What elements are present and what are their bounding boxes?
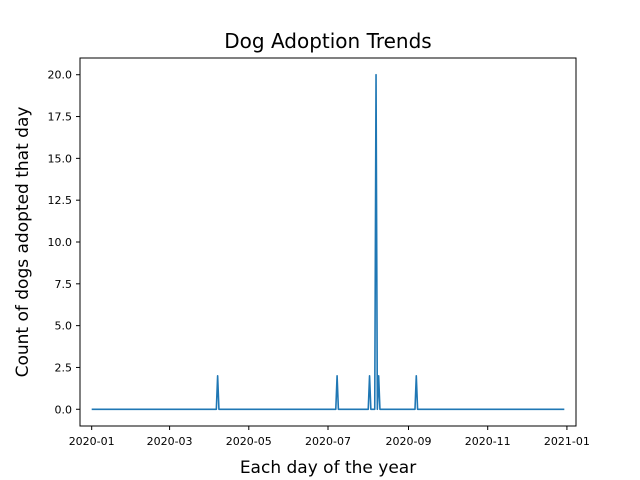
series-line-0 xyxy=(91,73,565,411)
y-tick-label: 12.5 xyxy=(48,194,73,207)
y-tick-label: 7.5 xyxy=(55,278,73,291)
x-tick-label: 2020-03 xyxy=(147,435,193,448)
y-tick-label: 20.0 xyxy=(48,69,73,82)
y-tick-label: 15.0 xyxy=(48,152,73,165)
y-tick-label: 2.5 xyxy=(55,361,73,374)
y-tick-label: 0.0 xyxy=(55,403,73,416)
y-axis-label: Count of dogs adopted that day xyxy=(13,107,33,378)
x-tick-label: 2020-09 xyxy=(386,435,432,448)
y-tick-label: 17.5 xyxy=(48,111,73,124)
plot-frame xyxy=(79,57,577,427)
x-axis-label: Each day of the year xyxy=(240,458,416,478)
x-tick-label: 2020-07 xyxy=(305,435,351,448)
y-tick-label: 5.0 xyxy=(55,320,73,333)
y-tick-label: 10.0 xyxy=(48,236,73,249)
chart-title: Dog Adoption Trends xyxy=(224,29,431,53)
x-tick-label: 2020-11 xyxy=(465,435,511,448)
x-tick-label: 2020-05 xyxy=(226,435,272,448)
x-tick-label: 2021-01 xyxy=(544,435,590,448)
x-tick-label: 2020-01 xyxy=(69,435,115,448)
plot-area: 0.0 2.5 5.0 7.5 10.0 12.5 15.0 17.5 20.0 2020-01 2… xyxy=(48,57,590,448)
